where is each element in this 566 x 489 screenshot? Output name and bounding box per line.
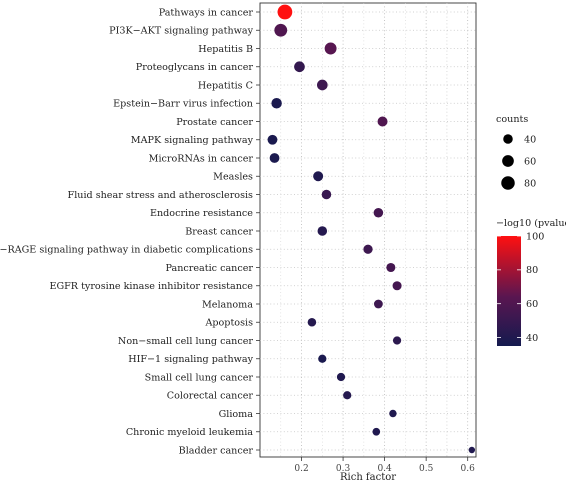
color-bar [497,236,521,346]
data-point [307,317,317,327]
pathway-label: Pathways in cancer [159,7,254,18]
pathway-label: Endocrine resistance [150,208,253,219]
data-point [363,244,373,254]
pathway-label: EGFR tyrosine kinase inhibitor resistanc… [49,281,253,292]
data-point [267,134,278,145]
size-legend-dot [502,155,514,167]
data-point [317,226,328,236]
size-legend-label: 80 [524,179,536,190]
pathway-label: Small cell lung cancer [145,372,254,383]
data-point [277,4,293,20]
pathway-label: Colorectal cancer [167,391,254,402]
pathway-label: Pancreatic cancer [165,263,253,274]
pathway-label: Proteoglycans in cancer [136,62,254,73]
data-point [294,61,305,73]
data-point [324,42,337,55]
data-point [468,446,476,454]
data-point [274,23,288,37]
data-point [373,299,383,309]
color-legend-label: 80 [526,265,538,276]
pathway-label: PI3K−AKT signaling pathway [109,26,253,37]
pathway-label: Glioma [219,409,254,420]
x-axis-title: Rich factor [340,472,396,483]
pathway-label: Apoptosis [204,318,253,329]
data-point [343,391,352,400]
size-legend-dot [501,176,515,190]
x-tick-label: 0.6 [461,464,476,474]
color-legend-label: 40 [526,333,538,344]
pathway-label: HIF−1 signaling pathway [128,354,253,365]
data-point [372,427,381,436]
color-legend: −log10 (pvalue) 40 60 80 100 [496,218,566,346]
data-point [269,153,280,163]
pathway-labels: Pathways in cancer PI3K−AKT signaling pat… [0,7,260,456]
data-point [316,79,328,91]
x-tick-label: 0.5 [419,464,434,474]
size-legend-label: 60 [524,157,536,168]
grid-layer [260,3,476,457]
pathway-label: Hepatitis C [198,80,253,91]
data-point [313,171,324,182]
pathway-label: MicroRNAs in cancer [149,153,254,164]
size-legend: counts 40 60 80 [496,114,536,190]
color-legend-label: 60 [526,299,538,310]
pathway-label: Melanoma [202,299,253,310]
size-legend-dot [503,134,513,144]
color-legend-label: 100 [526,231,544,242]
x-tick-label: 0.4 [377,464,392,474]
pathway-label: Prostate cancer [176,117,253,128]
data-point [377,116,388,127]
size-legend-title: counts [496,114,528,125]
plot-panel [259,2,477,458]
data-point [318,354,327,363]
pathway-label: Non−small cell lung cancer [118,336,253,347]
data-point [392,336,402,345]
data-point [321,189,332,200]
pathway-label: MAPK signaling pathway [131,135,254,146]
pathway-label: Hepatitis B [198,44,253,55]
pathway-label: Bladder cancer [179,445,254,456]
data-point [271,98,282,109]
x-tick-label: 0.2 [294,464,308,474]
color-legend-title: −log10 (pvalue) [496,218,566,229]
pathway-label: Breast cancer [185,226,253,237]
x-tick-label: 0.3 [336,464,351,474]
pathway-label: Chronic myeloid leukemia [126,427,253,438]
data-point [389,409,397,418]
pathway-label: Epstein−Barr virus infection [113,99,253,110]
data-point [386,262,396,273]
data-points [267,4,476,454]
pathway-label: Measles [213,172,253,183]
data-point [336,372,346,382]
pathway-label: AGE−RAGE signaling pathway in diabetic c… [0,245,253,256]
x-axis: 0.2 0.3 0.4 0.5 0.6 [294,457,475,474]
data-point [392,281,402,291]
size-legend-label: 40 [524,135,536,146]
data-point [373,207,384,218]
pathway-label: Fluid shear stress and atherosclerosis [68,190,254,201]
